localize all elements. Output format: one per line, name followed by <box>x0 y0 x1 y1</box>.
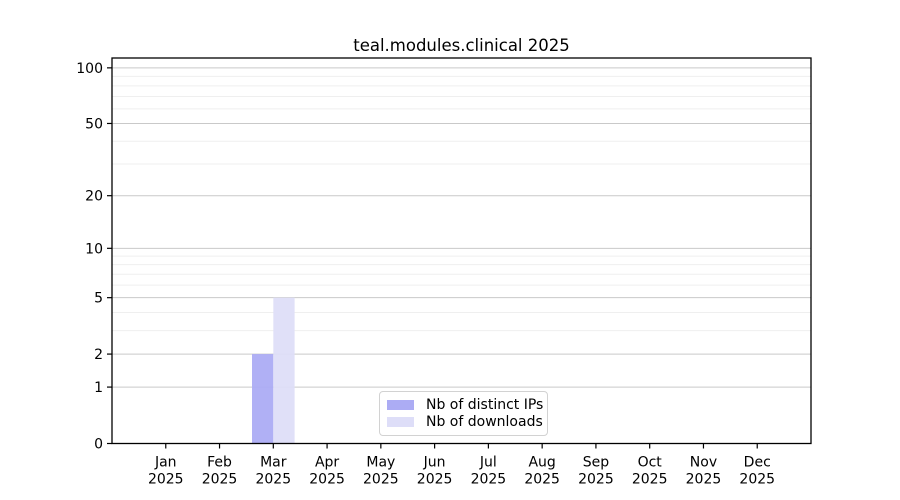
y-tick-label-1: 1 <box>94 380 103 396</box>
legend-swatch-distinct-ips <box>387 399 414 410</box>
bar-mar-downloads <box>273 297 295 444</box>
y-tick-label-20: 20 <box>85 189 103 205</box>
x-tick-label-month-aug: Aug <box>528 455 555 471</box>
axes-spine <box>111 57 812 445</box>
x-tick-label-month-jul: Jul <box>479 455 497 471</box>
x-tick-label-month-jan: Jan <box>154 455 177 471</box>
x-tick-label-month-nov: Nov <box>690 455 717 471</box>
x-tick-label-year-dec: 2025 <box>739 472 775 488</box>
x-tick-label-year-jan: 2025 <box>148 472 184 488</box>
x-tick-label-year-jul: 2025 <box>471 472 507 488</box>
legend-swatch-downloads <box>387 417 414 428</box>
legend-item-distinct-ips: Nb of distinct IPs <box>387 398 547 412</box>
y-tick-label-50: 50 <box>85 116 103 132</box>
x-tick-label-month-may: May <box>366 455 395 471</box>
x-tick-label-year-may: 2025 <box>363 472 399 488</box>
y-tick-label-2: 2 <box>94 347 103 363</box>
x-tick-label-month-oct: Oct <box>638 455 663 471</box>
legend-label-downloads: Nb of downloads <box>426 414 543 431</box>
x-tick-label-month-mar: Mar <box>260 455 287 471</box>
x-tick-label-year-oct: 2025 <box>632 472 668 488</box>
x-tick-label-month-feb: Feb <box>207 455 232 471</box>
x-tick-label-month-sep: Sep <box>583 455 610 471</box>
x-tick-label-year-sep: 2025 <box>578 472 614 488</box>
x-tick-label-month-apr: Apr <box>315 455 339 471</box>
legend: Nb of distinct IPs Nb of downloads <box>379 391 548 436</box>
x-tick-label-year-apr: 2025 <box>309 472 345 488</box>
x-tick-label-year-jun: 2025 <box>417 472 453 488</box>
y-tick-label-5: 5 <box>94 291 103 307</box>
x-tick-label-year-aug: 2025 <box>524 472 560 488</box>
legend-item-downloads: Nb of downloads <box>387 415 547 429</box>
y-tick-label-10: 10 <box>85 241 103 257</box>
chart-title: teal.modules.clinical 2025 <box>353 36 570 55</box>
y-tick-label-0: 0 <box>94 437 103 453</box>
y-tick-label-100: 100 <box>76 61 103 77</box>
legend-label-distinct-ips: Nb of distinct IPs <box>426 396 544 413</box>
x-tick-label-month-jun: Jun <box>423 455 446 471</box>
x-tick-label-month-dec: Dec <box>744 455 771 471</box>
x-tick-label-year-mar: 2025 <box>255 472 291 488</box>
bar-mar-distinct-ips <box>252 354 274 444</box>
x-tick-label-year-nov: 2025 <box>686 472 722 488</box>
x-tick-label-year-feb: 2025 <box>202 472 238 488</box>
